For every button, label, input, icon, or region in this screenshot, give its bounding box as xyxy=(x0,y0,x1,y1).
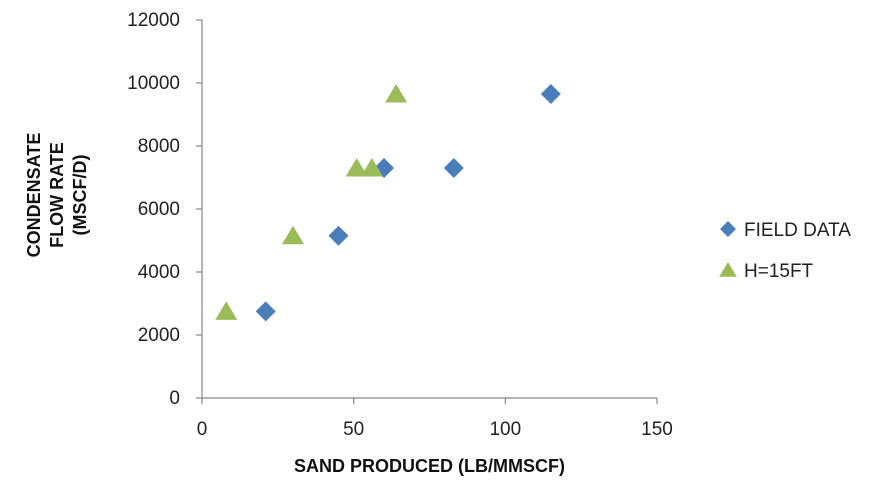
field-data-point xyxy=(328,225,349,246)
legend: FIELD DATA H=15FT xyxy=(719,220,851,282)
y-axis-title-line: (MSCF/D) xyxy=(70,155,90,236)
x-tick-label: 150 xyxy=(641,419,673,440)
legend-label: H=15FT xyxy=(744,261,814,282)
field-data-point xyxy=(540,84,561,105)
y-axis-title-line: CONDENSATE xyxy=(24,133,44,258)
y-axis-title: CONDENSATE FLOW RATE (MSCF/D) xyxy=(24,133,90,258)
y-tick-label: 10000 xyxy=(127,73,180,94)
x-tick-label: 50 xyxy=(343,419,364,440)
y-tick-label: 2000 xyxy=(138,325,180,346)
axes xyxy=(196,19,658,404)
x-tick-label: 100 xyxy=(489,419,521,440)
h15ft-point xyxy=(282,225,304,245)
data-points xyxy=(215,84,561,322)
h15ft-point xyxy=(345,158,368,177)
y-tick-label: 4000 xyxy=(138,262,180,283)
y-tick-label: 6000 xyxy=(138,199,180,220)
tick-labels: 0 2000 4000 6000 8000 10000 12000 0 50 100 150 xyxy=(127,10,673,440)
y-axis-title-line: FLOW RATE xyxy=(47,142,67,248)
legend-marker xyxy=(719,262,737,277)
y-tick-label: 8000 xyxy=(138,136,180,157)
h15ft-point xyxy=(215,301,238,320)
x-tick-label: 0 xyxy=(197,419,208,440)
h15ft-point xyxy=(385,84,408,103)
legend-marker xyxy=(720,221,736,237)
axis-titles: SAND PRODUCED (LB/MMSCF) CONDENSATE FLOW R… xyxy=(24,133,565,476)
field-data-point xyxy=(443,158,464,179)
x-axis-title: SAND PRODUCED (LB/MMSCF) xyxy=(294,456,565,476)
field-data-point xyxy=(255,301,276,322)
h15ft-point xyxy=(360,158,383,177)
y-tick-label: 12000 xyxy=(127,10,180,31)
y-tick-label: 0 xyxy=(169,388,180,409)
legend-label: FIELD DATA xyxy=(744,220,851,241)
